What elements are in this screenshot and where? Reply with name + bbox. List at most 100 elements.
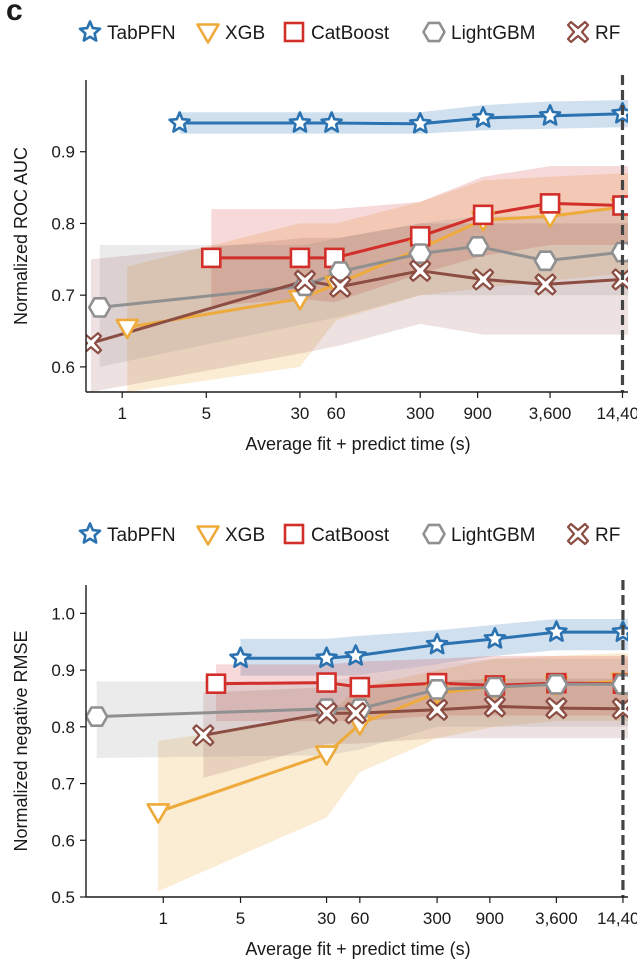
marker-xgb-0 xyxy=(115,318,139,340)
y-tick-label-1: 0.6 xyxy=(51,831,75,850)
marker-rf-0 xyxy=(86,332,103,355)
confidence-bands xyxy=(96,619,628,892)
legend-label-catboost: CatBoost xyxy=(311,525,390,546)
x-tick-label-1: 5 xyxy=(236,909,245,928)
band-rf xyxy=(203,678,628,778)
legend-marker-lightgbm xyxy=(422,21,446,43)
marker-rf-2 xyxy=(344,702,367,725)
legend-label-rf: RF xyxy=(595,23,620,44)
y-tick-label-5: 1.0 xyxy=(51,604,75,623)
series-markers xyxy=(86,620,628,824)
marker-tabpfn-5 xyxy=(538,104,562,126)
legend-marker-lightgbm xyxy=(422,523,446,545)
marker-tabpfn-6 xyxy=(611,101,628,124)
marker-lightgbm-3 xyxy=(425,678,449,700)
legend-label-tabpfn: TabPFN xyxy=(107,23,176,44)
panel-label: c xyxy=(6,0,23,27)
marker-rf-5 xyxy=(534,273,557,296)
marker-catboost-4 xyxy=(472,204,494,226)
legend-label-rf: RF xyxy=(595,525,620,546)
legend-marker-xgb xyxy=(196,525,220,546)
legend-marker-rf xyxy=(566,20,590,44)
x-tick-label-6: 3,600 xyxy=(535,909,578,928)
band-lightgbm xyxy=(99,209,628,367)
legend-label-tabpfn: TabPFN xyxy=(107,525,176,546)
legend-marker-catboost xyxy=(283,523,305,545)
marker-rf-0 xyxy=(192,724,215,747)
marker-rf-1 xyxy=(293,269,316,292)
x-axis-title: Average fit + predict time (s) xyxy=(245,434,470,454)
x-tick-label-7: 14,400 xyxy=(597,909,637,928)
marker-lightgbm-5 xyxy=(533,250,558,272)
legend-marker-tabpfn xyxy=(78,522,102,544)
marker-rf-3 xyxy=(426,698,449,721)
chart-0: 0.6 0.7 0.8 0.9 1 5 30 60 300 900 3,600 14,400 Avera… xyxy=(11,75,637,454)
band-tabpfn xyxy=(179,100,628,134)
marker-lightgbm-5 xyxy=(544,673,569,695)
legend-marker-rf xyxy=(566,522,590,546)
marker-rf-4 xyxy=(472,268,495,291)
marker-rf-6 xyxy=(611,268,628,291)
x-tick-label-2: 30 xyxy=(290,404,309,423)
marker-rf-2 xyxy=(329,275,352,298)
marker-tabpfn-2 xyxy=(344,644,367,666)
marker-catboost-0 xyxy=(205,673,227,695)
y-axis-title: Normalized negative RMSE xyxy=(11,630,31,851)
marker-xgb-1 xyxy=(314,745,339,766)
legend-0: TabPFN XGB CatBoost LightGBM RF xyxy=(78,20,620,44)
x-tick-label-0: 1 xyxy=(117,404,126,423)
confidence-bands xyxy=(91,100,628,392)
marker-tabpfn-0 xyxy=(229,646,252,669)
y-tick-label-3: 0.9 xyxy=(51,143,75,162)
legend-label-catboost: CatBoost xyxy=(311,23,390,44)
marker-tabpfn-2 xyxy=(320,111,343,133)
y-tick-label-2: 0.8 xyxy=(51,214,75,233)
chart-1: 0.5 0.6 0.7 0.8 0.9 1.0 1 5 30 60 300 900 3,600 14,40… xyxy=(11,580,637,959)
marker-catboost-2 xyxy=(349,676,371,698)
legend-label-lightgbm: LightGBM xyxy=(451,525,535,546)
y-tick-label-0: 0.6 xyxy=(51,358,75,377)
marker-tabpfn-1 xyxy=(288,111,312,133)
x-tick-label-5: 900 xyxy=(463,404,491,423)
marker-rf-4 xyxy=(483,695,506,718)
marker-lightgbm-4 xyxy=(483,676,507,698)
band-xgb xyxy=(127,173,628,392)
x-tick-label-1: 5 xyxy=(202,404,211,423)
marker-catboost-3 xyxy=(409,226,431,247)
series-markers xyxy=(86,101,628,355)
y-tick-label-4: 0.9 xyxy=(51,661,75,680)
y-axis-title: Normalized ROC AUC xyxy=(11,147,31,325)
marker-tabpfn-3 xyxy=(408,112,432,134)
marker-tabpfn-1 xyxy=(315,646,338,669)
x-tick-label-3: 60 xyxy=(350,909,369,928)
legend-marker-xgb xyxy=(196,23,220,44)
marker-tabpfn-0 xyxy=(168,111,191,133)
x-tick-label-2: 30 xyxy=(317,909,336,928)
legend-label-lightgbm: LightGBM xyxy=(451,23,535,44)
marker-lightgbm-0 xyxy=(87,296,112,318)
legend-1: TabPFN XGB CatBoost LightGBM RF xyxy=(78,522,620,546)
x-tick-label-7: 14,400 xyxy=(596,404,637,423)
legend-marker-catboost xyxy=(283,21,305,43)
marker-catboost-1 xyxy=(289,247,311,269)
x-tick-label-3: 60 xyxy=(327,404,346,423)
x-tick-label-5: 900 xyxy=(476,909,504,928)
marker-lightgbm-4 xyxy=(465,236,490,257)
marker-catboost-1 xyxy=(316,672,337,693)
legend-marker-tabpfn xyxy=(78,20,102,42)
marker-rf-1 xyxy=(315,702,338,725)
y-tick-label-1: 0.7 xyxy=(51,286,75,305)
marker-lightgbm-0 xyxy=(86,706,109,728)
marker-tabpfn-3 xyxy=(425,632,449,655)
y-tick-label-2: 0.7 xyxy=(51,775,75,794)
marker-tabpfn-5 xyxy=(545,620,568,642)
band-rf xyxy=(91,223,628,392)
x-axis-title: Average fit + predict time (s) xyxy=(245,939,470,959)
marker-rf-3 xyxy=(409,259,432,282)
x-tick-label-4: 300 xyxy=(423,909,451,928)
marker-xgb-0 xyxy=(146,803,171,824)
x-tick-label-4: 300 xyxy=(406,404,434,423)
legend-label-xgb: XGB xyxy=(225,525,265,546)
x-tick-label-0: 1 xyxy=(159,909,168,928)
